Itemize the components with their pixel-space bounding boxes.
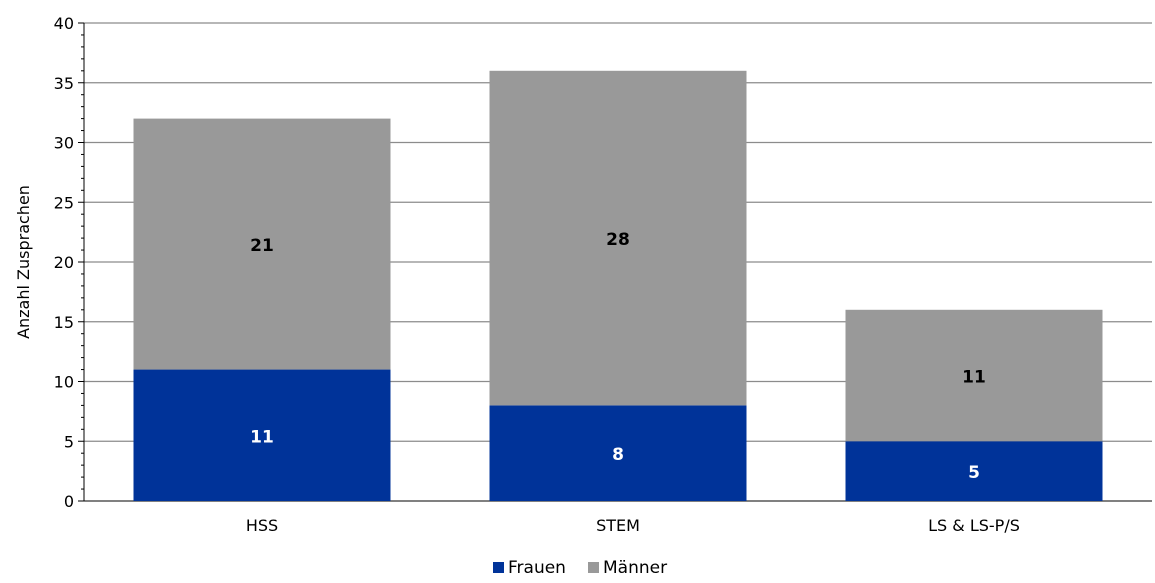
legend-label: Frauen — [508, 558, 566, 578]
bar-männer-2 — [845, 309, 1103, 442]
x-tick-label: STEM — [596, 516, 640, 535]
data-label: 5 — [968, 463, 980, 483]
x-tick-label: LS & LS-P/S — [928, 516, 1020, 535]
y-tick-label: 15 — [54, 313, 74, 332]
bar-männer-0 — [133, 118, 391, 370]
y-tick-label: 20 — [54, 253, 74, 272]
y-tick-label: 10 — [54, 373, 74, 392]
y-tick-label: 0 — [64, 492, 74, 511]
legend-label: Männer — [603, 558, 667, 578]
x-tick-label: HSS — [246, 516, 278, 535]
y-tick-label: 40 — [54, 14, 74, 33]
data-label: 21 — [250, 236, 274, 256]
y-tick-label: 35 — [54, 74, 74, 93]
data-label: 11 — [250, 427, 274, 447]
bar-frauen-1 — [489, 405, 747, 501]
y-tick-label: 25 — [54, 193, 74, 212]
data-label: 8 — [612, 445, 624, 465]
bar-männer-1 — [489, 70, 747, 406]
y-axis-title: Anzahl Zusprachen — [14, 185, 33, 339]
y-tick-label: 30 — [54, 134, 74, 153]
bar-frauen-2 — [845, 441, 1103, 501]
legend-swatch-frauen — [493, 562, 504, 573]
data-label: 11 — [962, 368, 986, 388]
bar-frauen-0 — [133, 369, 391, 501]
legend-swatch-männer — [588, 562, 599, 573]
data-label: 28 — [606, 230, 630, 250]
y-tick-label: 5 — [64, 432, 74, 451]
